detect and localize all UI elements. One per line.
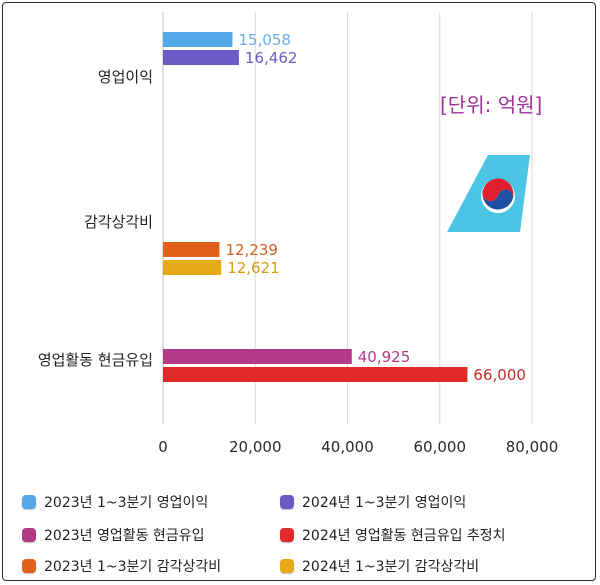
legend-swatch [22,495,36,509]
legend-item: 2023년 1~3분기 영업이익 [22,492,208,512]
unit-note: [단위: 억원] [440,93,542,117]
bar [163,50,239,65]
x-tick-label: 0 [158,438,168,456]
category-label: 영업이익 [98,68,153,86]
legend-swatch [22,559,36,573]
legend-item: 2023년 영업활동 현금유입 [22,525,204,545]
legend-label: 2023년 1~3분기 감각상각비 [44,559,222,575]
x-tick-labels: 0 20,000 40,000 60,000 80,000 [158,438,558,456]
category-label: 감각상각비 [84,213,153,231]
value-label: 15,058 [238,31,290,49]
legend-item: 2023년 1~3분기 감각상각비 [22,556,221,576]
x-tick-label: 60,000 [414,438,467,456]
airline-tail-logo-icon [447,155,530,232]
value-label: 16,462 [245,49,298,67]
x-tick-label: 40,000 [321,438,374,456]
legend-label: 2024년 1~3분기 영업이익 [302,495,467,511]
bar [163,242,220,257]
legend-item: 2024년 1~3분기 영업이익 [280,492,466,512]
category-label: 영업활동 현금유입 [38,351,153,369]
chart-frame [2,2,596,581]
x-tick-label: 80,000 [506,438,559,456]
legend-swatch [22,528,36,542]
legend-label: 2023년 영업활동 현금유입 [44,528,205,544]
legend-swatch [280,528,294,542]
value-label: 12,621 [227,259,280,277]
legend-label: 2023년 1~3분기 영업이익 [44,495,209,511]
bar [163,349,352,364]
value-label: 40,925 [358,348,411,366]
legend-swatch [280,495,294,509]
legend-item: 2024년 영업활동 현금유입 추정치 [280,525,506,545]
legend-item: 2024년 1~3분기 감각상각비 [280,556,479,576]
x-tick-label: 20,000 [229,438,282,456]
value-label: 12,239 [225,241,278,259]
legend-label: 2024년 1~3분기 감각상각비 [302,559,480,575]
value-label: 66,000 [473,366,526,384]
legend-label: 2024년 영업활동 현금유입 추정치 [302,528,506,544]
bar [163,32,233,47]
bar [163,367,468,382]
bars [163,32,468,382]
legend-swatch [280,559,294,573]
bar [163,260,222,275]
